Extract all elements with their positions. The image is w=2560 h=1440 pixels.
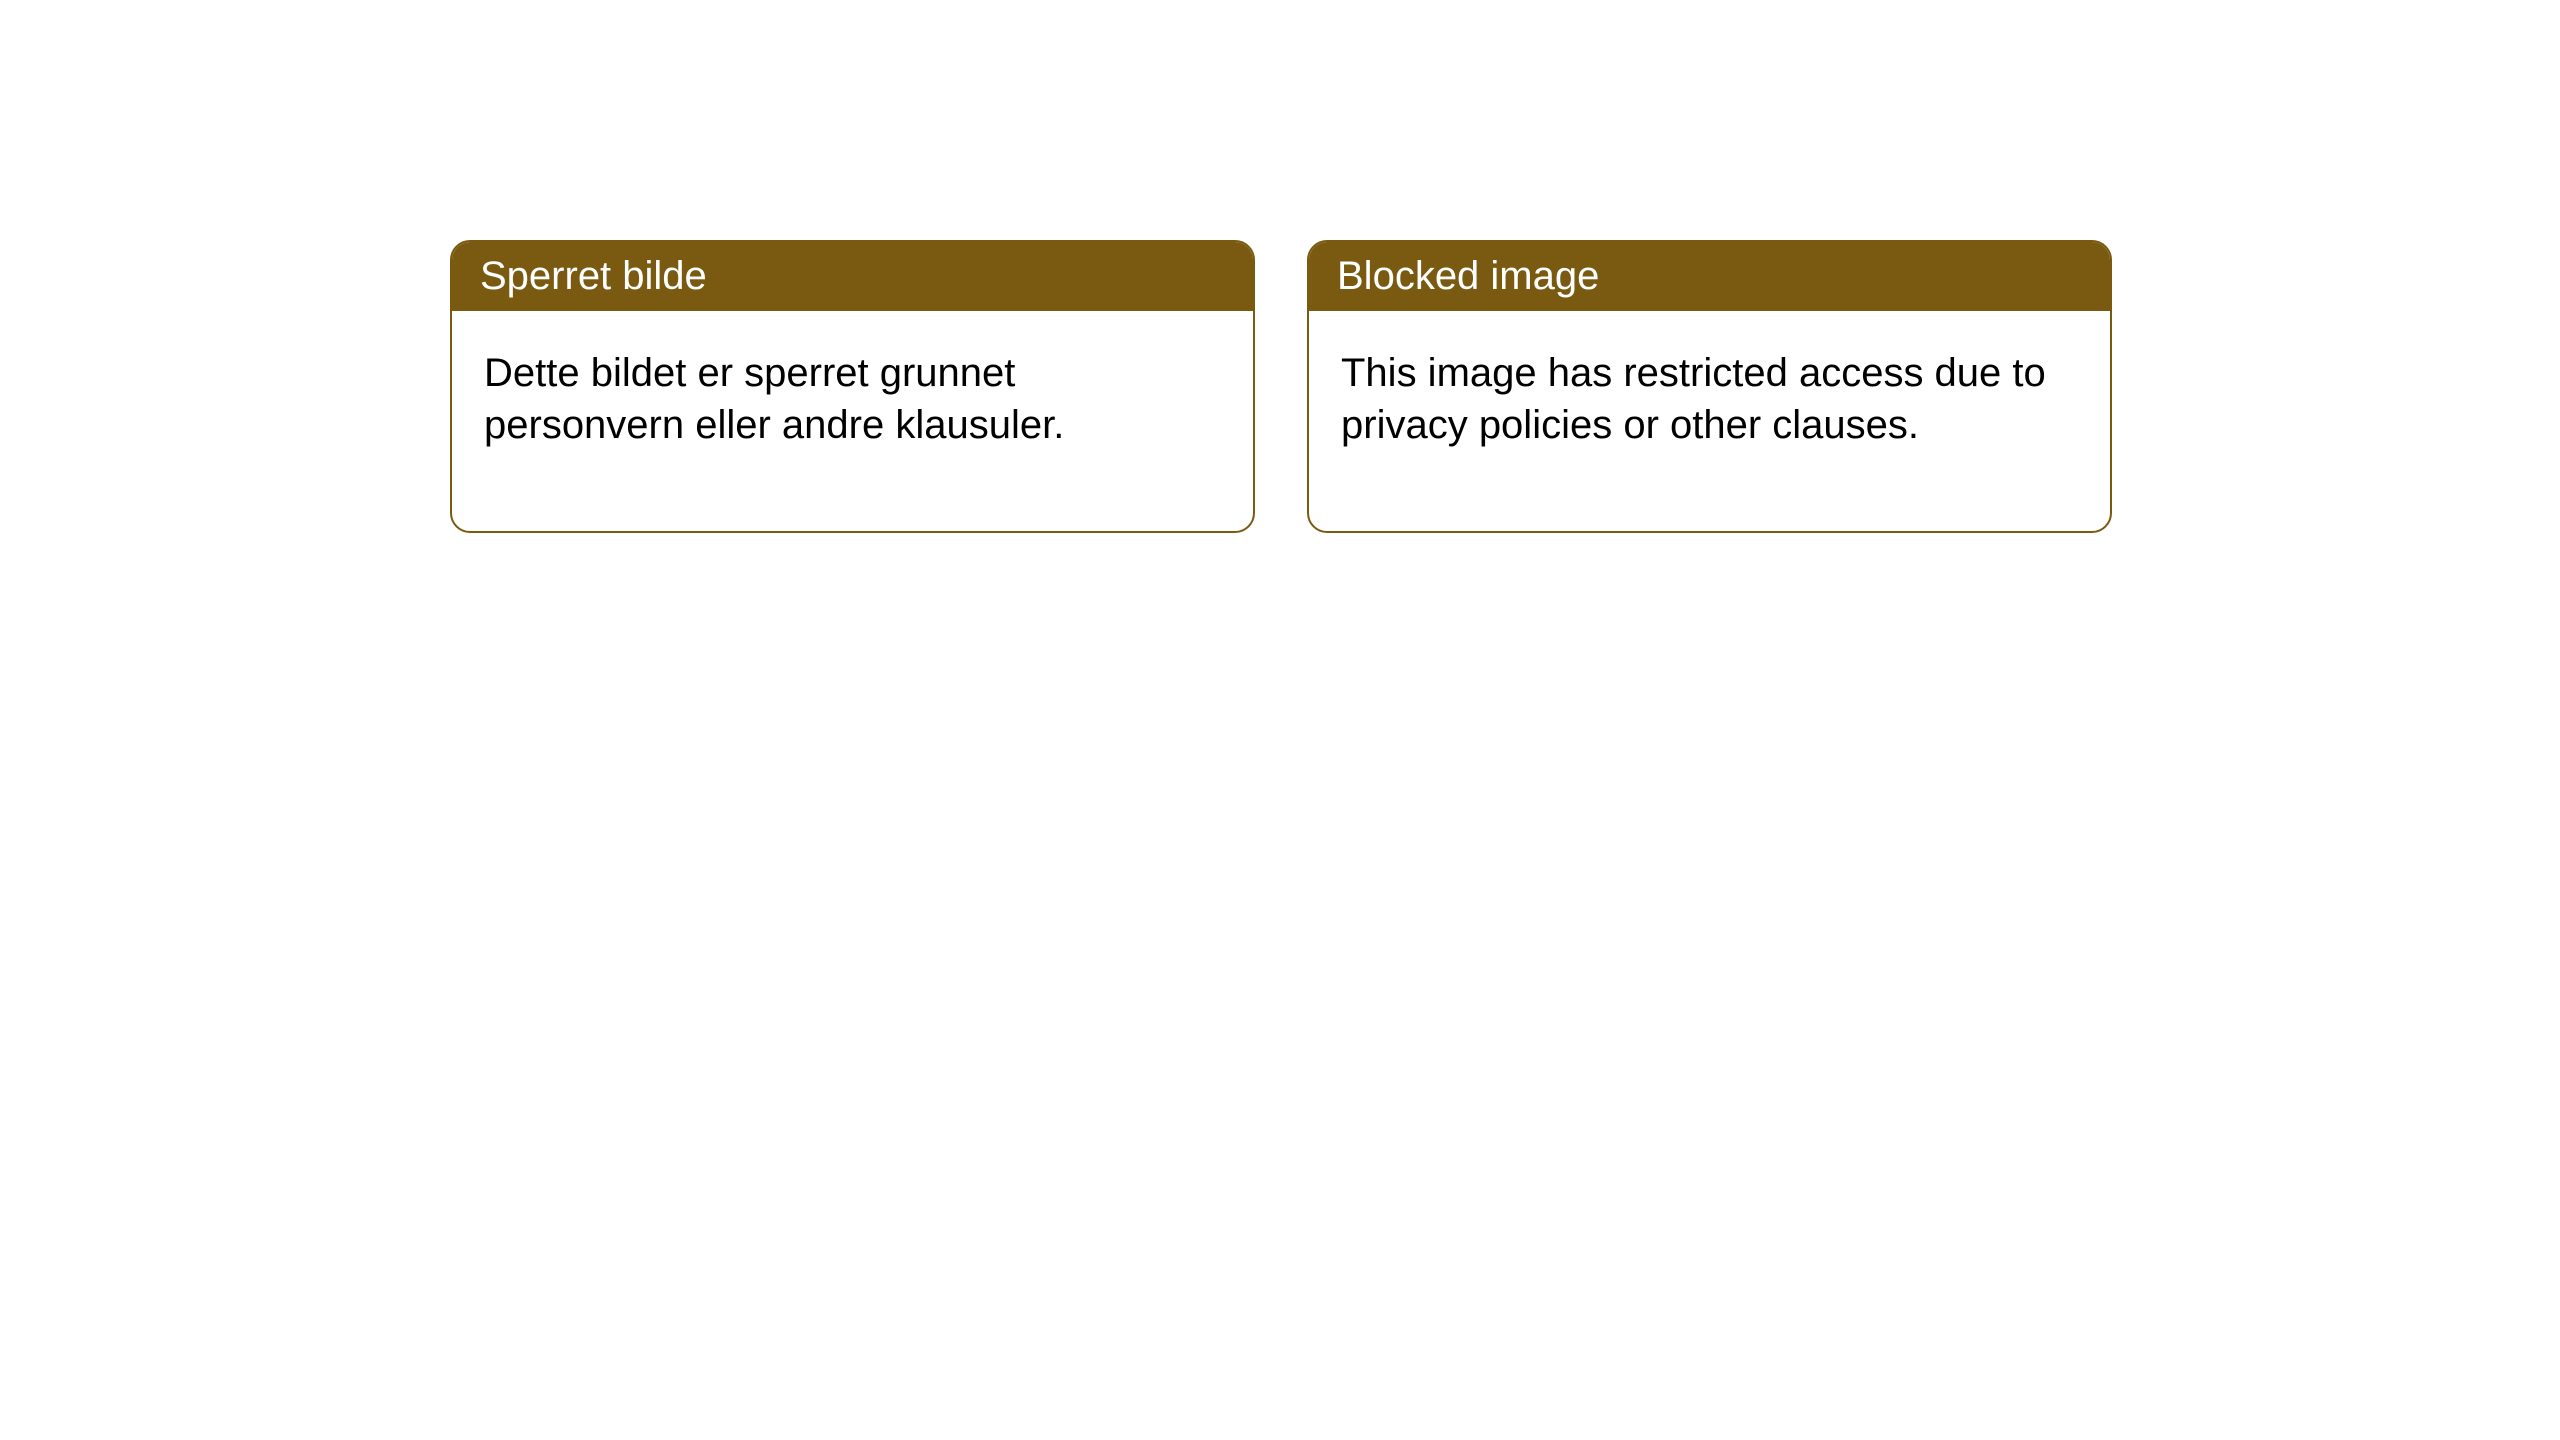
notice-title: Blocked image xyxy=(1337,254,1599,298)
notice-body: This image has restricted access due to … xyxy=(1309,311,2110,531)
notice-body: Dette bildet er sperret grunnet personve… xyxy=(452,311,1253,531)
notice-body-text: This image has restricted access due to … xyxy=(1341,351,2046,447)
notice-card-norwegian: Sperret bilde Dette bildet er sperret gr… xyxy=(450,240,1255,533)
notice-header: Sperret bilde xyxy=(452,242,1253,311)
notice-cards-container: Sperret bilde Dette bildet er sperret gr… xyxy=(450,240,2112,533)
notice-body-text: Dette bildet er sperret grunnet personve… xyxy=(484,351,1064,447)
notice-title: Sperret bilde xyxy=(480,254,707,298)
notice-header: Blocked image xyxy=(1309,242,2110,311)
notice-card-english: Blocked image This image has restricted … xyxy=(1307,240,2112,533)
